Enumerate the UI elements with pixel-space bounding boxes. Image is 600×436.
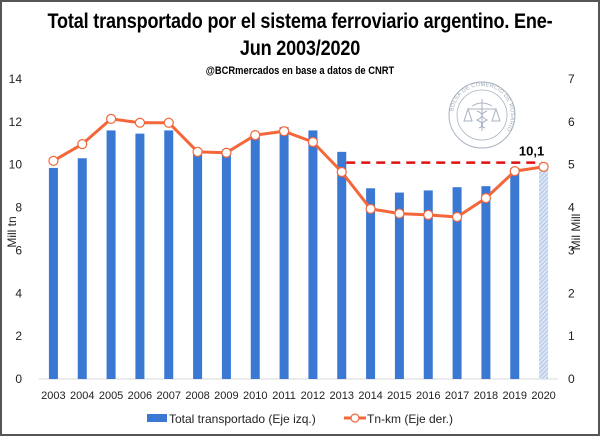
- y-tick-right: 1: [568, 329, 575, 343]
- x-axis: 2003 2004 2005 2006 2007 2008 2009 2010 2011 2012…: [41, 390, 556, 402]
- y-tick-right: 0: [568, 372, 575, 386]
- bar-series: [48, 127, 549, 379]
- bar-2006[interactable]: [135, 133, 145, 379]
- point-2017[interactable]: [451, 211, 463, 223]
- point-2007[interactable]: [163, 117, 174, 128]
- bar-2012[interactable]: [308, 130, 318, 379]
- y-tick-right: 6: [568, 115, 575, 129]
- bar-2010[interactable]: [250, 136, 260, 379]
- y-tick-right: 4: [568, 201, 575, 215]
- point-2008[interactable]: [192, 146, 203, 157]
- bar-2003[interactable]: [48, 167, 58, 379]
- bar-2017[interactable]: [452, 187, 462, 379]
- bcr-logo-watermark: BOLSA DE COMERCIO DE ROSARIO: [448, 81, 516, 149]
- point-2013[interactable]: [336, 166, 347, 178]
- y-tick-right: 5: [568, 158, 575, 172]
- point-2019[interactable]: [509, 166, 520, 177]
- x-tick-2014: 2014: [358, 390, 382, 402]
- x-tick-2010: 2010: [243, 390, 267, 402]
- point-2018[interactable]: [480, 193, 492, 204]
- point-2010[interactable]: [250, 130, 261, 141]
- bar-2016[interactable]: [423, 190, 433, 379]
- bar-2004[interactable]: [77, 158, 87, 379]
- x-tick-2009: 2009: [214, 390, 238, 402]
- x-tick-2005: 2005: [99, 390, 123, 402]
- point-2009[interactable]: [221, 147, 232, 158]
- x-tick-2020: 2020: [531, 390, 555, 402]
- chart-title-text: Total transportado por el sistema ferrov…: [47, 10, 553, 60]
- point-2006[interactable]: [134, 117, 146, 128]
- bar-2020[interactable]: [539, 162, 549, 379]
- legend-swatch-marker: [350, 413, 360, 423]
- point-2003[interactable]: [48, 155, 59, 166]
- legend-swatch-bar: [147, 414, 167, 422]
- x-tick-2007: 2007: [157, 390, 181, 402]
- x-tick-2003: 2003: [41, 390, 65, 402]
- x-tick-2008: 2008: [185, 390, 209, 402]
- x-tick-2004: 2004: [70, 390, 94, 402]
- point-2011[interactable]: [278, 126, 290, 137]
- chart-title: Total transportado por el sistema ferrov…: [44, 8, 557, 62]
- line-series: [48, 113, 549, 223]
- y-tick-right: 3: [568, 243, 575, 257]
- point-2014[interactable]: [365, 203, 376, 214]
- bar-2009[interactable]: [221, 149, 231, 379]
- bar-2008[interactable]: [193, 149, 203, 379]
- x-tick-2015: 2015: [387, 390, 411, 402]
- bar-2005[interactable]: [106, 130, 116, 379]
- point-2012[interactable]: [307, 136, 319, 148]
- x-tick-2006: 2006: [128, 390, 152, 402]
- y-tick-right: 7: [568, 72, 575, 86]
- bar-2015[interactable]: [394, 192, 404, 379]
- bar-2013[interactable]: [337, 151, 347, 379]
- tn-km-line: [52, 117, 544, 219]
- point-2015[interactable]: [394, 208, 405, 219]
- y-axis-right: 0 1 2 3 4 5 6 7: [568, 72, 575, 386]
- x-tick-2018: 2018: [474, 390, 498, 402]
- bar-2014[interactable]: [366, 188, 376, 379]
- y-axis-left: 0 2 4 6 8 10 12 14: [9, 72, 23, 386]
- point-2016[interactable]: [423, 209, 434, 220]
- point-2005[interactable]: [105, 113, 117, 124]
- reference-line-group: 10,1: [346, 144, 544, 164]
- legend-label-bar: Total transportado (Eje izq.): [169, 412, 316, 426]
- x-tick-2013: 2013: [330, 390, 354, 402]
- y-tick-left: 10: [9, 158, 23, 172]
- point-2020[interactable]: [538, 161, 549, 172]
- x-tick-2011: 2011: [272, 390, 296, 402]
- bar-2019[interactable]: [510, 167, 520, 379]
- bar-2018[interactable]: [481, 186, 491, 379]
- x-tick-2017: 2017: [445, 390, 469, 402]
- legend-item-tn-km[interactable]: Tn-km (Eje der.): [344, 412, 453, 426]
- point-2004[interactable]: [77, 139, 88, 150]
- legend-item-total-transportado[interactable]: Total transportado (Eje izq.): [147, 412, 316, 426]
- y-tick-left: 6: [15, 243, 22, 257]
- caduceus-icon: [463, 99, 501, 131]
- x-tick-2012: 2012: [301, 390, 325, 402]
- y-axis-left-label: Mill tn: [5, 216, 19, 247]
- y-tick-right: 2: [568, 286, 575, 300]
- y-tick-left: 8: [15, 201, 22, 215]
- legend: Total transportado (Eje izq.) Tn-km (Eje…: [147, 412, 453, 426]
- legend-label-line: Tn-km (Eje der.): [367, 412, 453, 426]
- chart-subtitle: @BCRmercados en base a datos de CNRT: [205, 65, 395, 77]
- reference-line-label: 10,1: [519, 144, 544, 159]
- y-tick-left: 14: [9, 72, 23, 86]
- y-tick-left: 4: [15, 286, 22, 300]
- y-tick-left: 2: [15, 329, 22, 343]
- y-axis-right-label: Mil Mill: [569, 214, 583, 251]
- y-tick-left: 12: [9, 115, 23, 129]
- bar-2011[interactable]: [279, 127, 289, 379]
- x-tick-2016: 2016: [416, 390, 440, 402]
- bar-2007[interactable]: [164, 130, 174, 379]
- y-tick-left: 0: [15, 372, 22, 386]
- x-tick-2019: 2019: [503, 390, 527, 402]
